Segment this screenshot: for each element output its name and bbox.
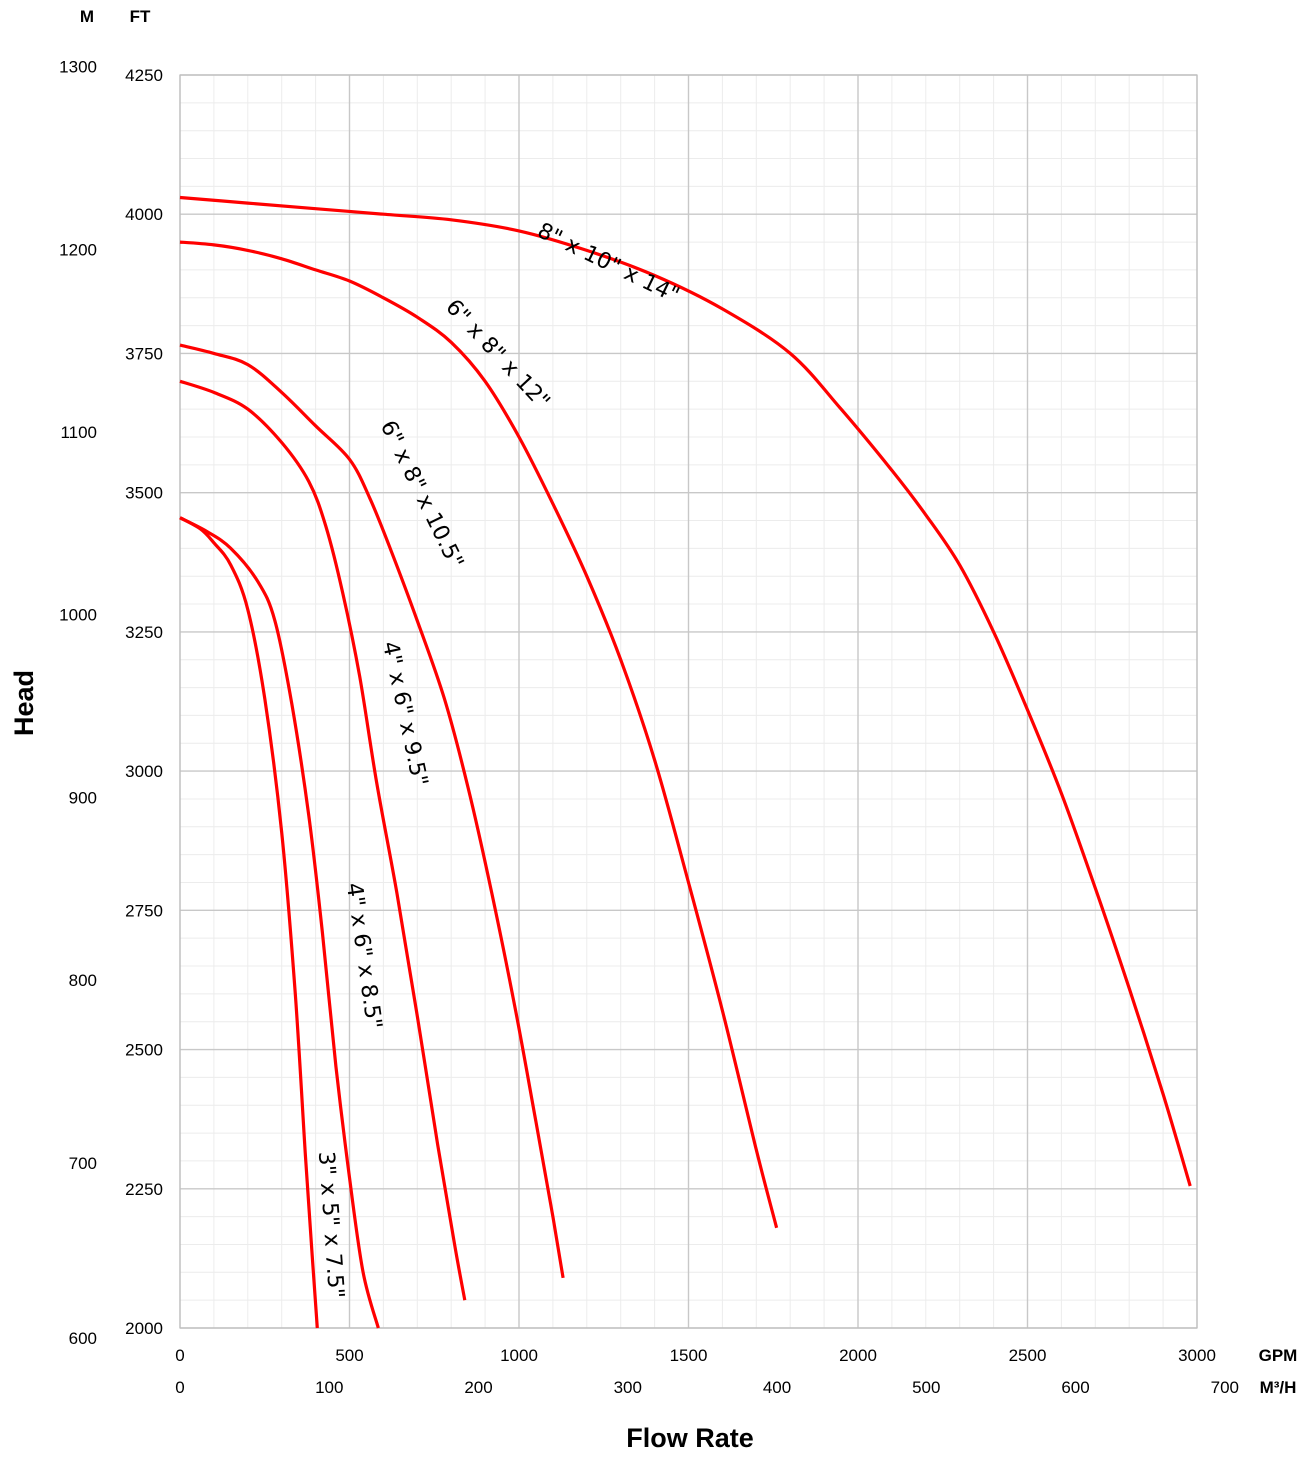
y2-tick-label: 900 [69,788,97,807]
y-tick-label: 3750 [125,344,163,363]
x2-tick-label: 500 [912,1378,940,1397]
x2-tick-label: 300 [614,1378,642,1397]
pump-curve-line [179,516,380,1329]
x-unit-m3h-label: M³/H [1260,1378,1297,1397]
y-tick-label: 2250 [125,1180,163,1199]
x2-tick-label: 600 [1061,1378,1089,1397]
curve-label: 8" x 10" x 14" [533,218,683,308]
plot-area-frame [179,74,1198,1329]
x-tick-label: 2500 [1009,1346,1047,1365]
y-unit-ft-label: FT [130,7,151,26]
curve-labels: 3" x 5" x 7.5" 4" x 6" x 8.5" 4" x 6" x 9.… [313,218,683,1299]
x-tick-label: 1000 [500,1346,538,1365]
y2-tick-label: 1000 [59,606,97,625]
curve-label: 6" x 8" x 10.5" [375,417,468,573]
x-tick-label: 2000 [839,1346,877,1365]
x-unit-gpm-label: GPM [1259,1346,1298,1365]
y2-tick-label: 1300 [59,58,97,77]
x-axis-ticks-gpm: 0 500 1000 1500 2000 2500 3000 [175,1346,1216,1365]
y-tick-label: 3500 [125,484,163,503]
y2-tick-label: 1200 [59,240,97,259]
x-axis-ticks-m3h: 0 100 200 300 400 500 600 700 [175,1378,1239,1397]
x2-tick-label: 400 [763,1378,791,1397]
y-tick-label: 2000 [125,1319,163,1338]
pump-curve-line [179,379,467,1301]
pump-curve-line [179,343,565,1279]
x-tick-label: 1500 [670,1346,708,1365]
y-axis-title: Head [9,670,39,736]
x-tick-label: 0 [175,1346,184,1365]
x-tick-label: 3000 [1178,1346,1216,1365]
x2-tick-label: 200 [464,1378,492,1397]
pump-curves [179,195,1192,1329]
major-grid [179,74,1198,1329]
pump-curve-line [179,240,779,1229]
y2-tick-label: 600 [69,1329,97,1348]
curve-label: 3" x 5" x 7.5" [313,1151,348,1300]
y2-tick-label: 700 [69,1154,97,1173]
x2-tick-label: 700 [1211,1378,1239,1397]
y-tick-label: 4250 [125,66,163,85]
y-tick-label: 4000 [125,205,163,224]
y-tick-label: 2750 [125,901,163,920]
y-tick-label: 2500 [125,1041,163,1060]
x2-tick-label: 0 [175,1378,184,1397]
x-axis-title: Flow Rate [626,1423,754,1453]
curve-label: 4" x 6" x 8.5" [341,881,386,1030]
y-axis-ticks-ft: 2000 2250 2500 2750 3000 3250 3500 3750 4000 4250 [125,66,163,1338]
curve-label: 4" x 6" x 9.5" [377,639,432,788]
y-tick-label: 3000 [125,762,163,781]
y-unit-m-label: M [80,7,94,26]
x2-tick-label: 100 [315,1378,343,1397]
y2-tick-label: 800 [69,971,97,990]
pump-curve-line [179,516,319,1329]
y-axis-ticks-m: 600 700 800 900 1000 1100 1200 1300 [59,58,97,1348]
y2-tick-label: 1100 [60,423,97,442]
y-tick-label: 3250 [125,623,163,642]
x-tick-label: 500 [335,1346,363,1365]
pump-curve-line [179,195,1192,1187]
curve-label: 6" x 8" x 12" [440,295,554,415]
